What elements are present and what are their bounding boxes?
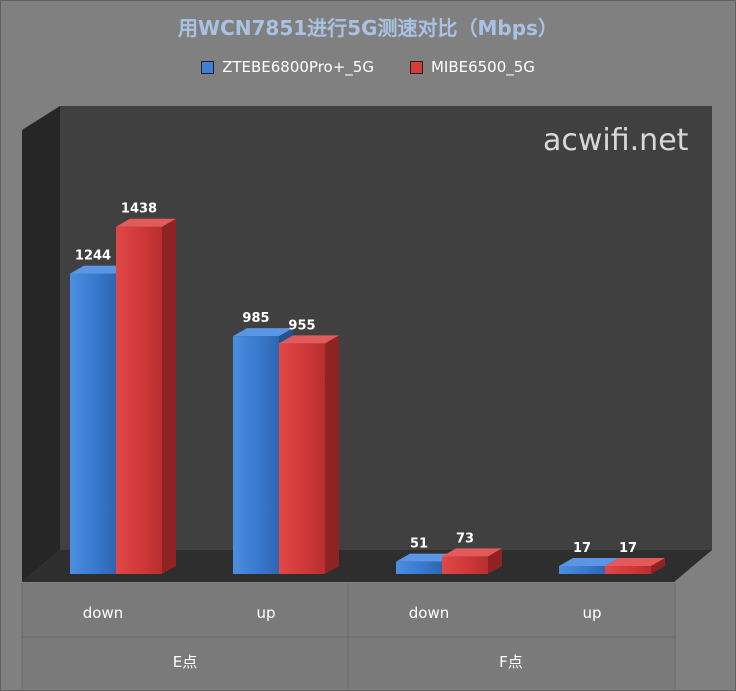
data-label-1-series-0: 985 <box>242 311 269 326</box>
ticks-layer: down up down up E点 F点 <box>83 604 602 671</box>
legend-swatch-series-1 <box>409 60 423 74</box>
legend-item-series-1: MIBE6500_5G <box>409 58 535 76</box>
tick-label-3: up <box>582 604 601 622</box>
group-label-1: F点 <box>499 653 523 671</box>
data-label-2-series-0: 51 <box>410 537 428 552</box>
group-label-0: E点 <box>173 653 197 671</box>
bar-top <box>559 558 619 566</box>
tick-label-2: down <box>409 604 449 622</box>
bar-2-series-1 <box>442 548 502 574</box>
bar-top <box>279 335 339 344</box>
tick-label-0: down <box>83 604 123 622</box>
bar-front <box>559 566 605 574</box>
bars-layer <box>70 218 665 574</box>
data-label-1-series-1: 955 <box>288 318 315 333</box>
bar-front <box>396 561 442 574</box>
tick-label-1: up <box>256 604 275 622</box>
bar-side <box>325 335 339 574</box>
legend-item-series-0: ZTEBE6800Pro+_5G <box>201 58 374 76</box>
bar-front <box>605 566 651 574</box>
bar-top <box>70 265 130 274</box>
legend-label-series-0: ZTEBE6800Pro+_5G <box>222 58 374 76</box>
bar-side <box>651 558 665 574</box>
data-label-3-series-0: 17 <box>573 541 591 556</box>
chart-floor <box>22 550 712 582</box>
bar-front <box>279 343 325 574</box>
back-wall <box>60 106 712 550</box>
data-label-3-series-1: 17 <box>619 541 637 556</box>
data-label-0-series-1: 1438 <box>121 202 157 217</box>
bar-side <box>162 218 176 574</box>
bar-front <box>233 336 279 574</box>
bar-top <box>442 548 502 557</box>
bar-side <box>488 548 502 574</box>
bar-front <box>116 226 162 574</box>
bar-top <box>233 328 293 337</box>
bar-top <box>116 218 176 227</box>
bar-top <box>605 558 665 566</box>
side-wall <box>22 106 60 582</box>
bar-top <box>396 553 456 562</box>
watermark: acwifi.net <box>543 123 689 158</box>
chart-title: 用WCN7851进行5G测速对比（Mbps） <box>178 16 558 40</box>
legend-label-series-1: MIBE6500_5G <box>430 58 535 76</box>
legend-swatch-series-0 <box>201 60 215 74</box>
bar-front <box>442 556 488 574</box>
bar-0-series-1 <box>116 218 176 574</box>
data-label-2-series-1: 73 <box>456 531 474 546</box>
bar-front <box>70 273 116 574</box>
labels-layer: 1244 1438 985 955 51 73 17 17 <box>75 202 637 556</box>
bar-1-series-1 <box>279 335 339 574</box>
data-label-0-series-0: 1244 <box>75 249 111 264</box>
bar-3-series-1 <box>605 558 665 574</box>
legend: ZTEBE6800Pro+_5G MIBE6500_5G <box>0 58 736 76</box>
